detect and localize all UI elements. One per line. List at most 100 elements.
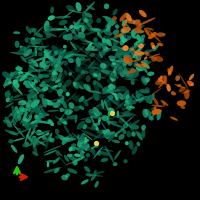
Ellipse shape — [144, 28, 150, 36]
Ellipse shape — [40, 75, 50, 78]
Ellipse shape — [124, 78, 138, 80]
Ellipse shape — [113, 36, 116, 45]
Ellipse shape — [111, 62, 121, 68]
Ellipse shape — [33, 144, 37, 153]
Ellipse shape — [143, 78, 149, 83]
Ellipse shape — [13, 94, 21, 98]
Ellipse shape — [134, 51, 144, 56]
Ellipse shape — [12, 98, 24, 100]
Ellipse shape — [57, 103, 61, 107]
Ellipse shape — [93, 116, 103, 119]
Ellipse shape — [100, 61, 109, 66]
Ellipse shape — [86, 75, 91, 82]
Ellipse shape — [14, 83, 20, 88]
Ellipse shape — [81, 179, 89, 185]
Ellipse shape — [49, 70, 53, 75]
Ellipse shape — [28, 88, 36, 92]
Ellipse shape — [23, 81, 28, 85]
Ellipse shape — [102, 130, 107, 134]
Ellipse shape — [99, 51, 103, 58]
Ellipse shape — [112, 128, 125, 137]
Ellipse shape — [130, 124, 139, 130]
Ellipse shape — [135, 94, 142, 98]
Ellipse shape — [19, 108, 38, 115]
Ellipse shape — [84, 1, 95, 13]
Ellipse shape — [59, 118, 67, 125]
Ellipse shape — [157, 110, 161, 120]
Ellipse shape — [36, 139, 49, 145]
Ellipse shape — [81, 130, 98, 137]
Ellipse shape — [109, 75, 116, 81]
Ellipse shape — [5, 91, 11, 97]
Ellipse shape — [154, 56, 163, 62]
Ellipse shape — [133, 52, 144, 56]
Ellipse shape — [39, 89, 44, 93]
Ellipse shape — [73, 82, 78, 88]
Ellipse shape — [62, 85, 66, 89]
Ellipse shape — [112, 115, 128, 118]
Ellipse shape — [55, 78, 63, 83]
Ellipse shape — [181, 90, 191, 94]
Ellipse shape — [35, 106, 39, 116]
Ellipse shape — [77, 66, 83, 73]
Ellipse shape — [134, 70, 139, 75]
Ellipse shape — [97, 67, 101, 76]
Ellipse shape — [122, 45, 129, 51]
Ellipse shape — [34, 38, 48, 40]
Ellipse shape — [79, 62, 96, 69]
Ellipse shape — [58, 52, 64, 60]
Ellipse shape — [167, 68, 171, 75]
Ellipse shape — [162, 101, 165, 106]
Ellipse shape — [42, 58, 46, 63]
Ellipse shape — [4, 79, 7, 88]
Ellipse shape — [71, 46, 85, 57]
Ellipse shape — [74, 106, 80, 111]
Ellipse shape — [45, 79, 60, 82]
Ellipse shape — [104, 65, 110, 70]
Ellipse shape — [93, 61, 99, 66]
Ellipse shape — [47, 162, 49, 167]
Ellipse shape — [151, 107, 156, 112]
Ellipse shape — [130, 48, 138, 54]
Ellipse shape — [67, 68, 76, 81]
Ellipse shape — [20, 45, 23, 50]
Ellipse shape — [133, 25, 145, 30]
Ellipse shape — [83, 133, 93, 140]
Ellipse shape — [131, 29, 137, 35]
Ellipse shape — [51, 63, 54, 66]
Ellipse shape — [44, 20, 49, 31]
Ellipse shape — [28, 77, 32, 86]
Ellipse shape — [37, 117, 41, 123]
Ellipse shape — [93, 67, 105, 71]
Ellipse shape — [102, 64, 106, 70]
Ellipse shape — [65, 79, 72, 87]
Ellipse shape — [55, 129, 59, 133]
Ellipse shape — [29, 46, 47, 47]
Ellipse shape — [48, 85, 54, 93]
Ellipse shape — [44, 145, 61, 153]
Ellipse shape — [73, 94, 81, 97]
Ellipse shape — [120, 18, 130, 28]
Ellipse shape — [75, 58, 80, 64]
Ellipse shape — [67, 154, 72, 157]
Ellipse shape — [104, 62, 110, 66]
Ellipse shape — [124, 32, 138, 34]
Ellipse shape — [119, 66, 123, 71]
Ellipse shape — [112, 140, 120, 143]
Ellipse shape — [85, 119, 91, 123]
Ellipse shape — [28, 81, 36, 88]
Ellipse shape — [95, 94, 101, 101]
Ellipse shape — [67, 33, 73, 41]
Ellipse shape — [122, 29, 126, 32]
Ellipse shape — [39, 74, 50, 76]
Ellipse shape — [88, 90, 102, 94]
Ellipse shape — [5, 129, 18, 136]
Ellipse shape — [48, 15, 55, 21]
Ellipse shape — [126, 131, 131, 138]
Ellipse shape — [80, 115, 99, 120]
Ellipse shape — [66, 109, 72, 115]
Ellipse shape — [34, 32, 43, 38]
Ellipse shape — [133, 62, 140, 69]
Ellipse shape — [62, 88, 67, 92]
Ellipse shape — [88, 59, 95, 69]
